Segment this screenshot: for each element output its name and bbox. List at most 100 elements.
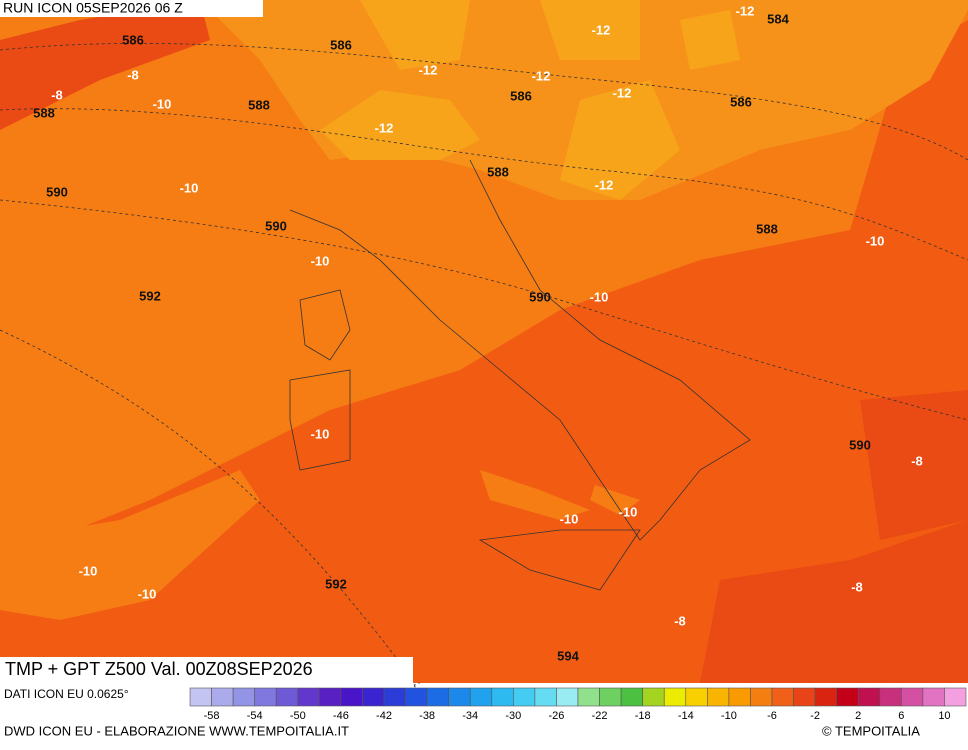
legend-tick-label: -54 — [247, 710, 263, 722]
legend-tick-label: -14 — [678, 710, 694, 722]
temperature-label: -10 — [619, 504, 638, 519]
geopotential-label: 590 — [265, 218, 287, 233]
legend-swatch — [857, 687, 881, 707]
legend-swatch — [879, 687, 902, 707]
legend-swatch — [728, 687, 751, 707]
geopotential-label: 588 — [33, 105, 55, 120]
legend-swatch — [599, 687, 622, 707]
legend-swatch — [922, 687, 945, 707]
geopotential-label: 586 — [510, 88, 532, 103]
legend-swatch — [491, 687, 514, 707]
coastline — [289, 159, 751, 541]
geopotential-label: 588 — [248, 97, 270, 112]
product-title: TMP + GPT Z500 Val. 00Z08SEP2026 — [5, 659, 313, 679]
legend-swatch — [556, 687, 579, 707]
legend-swatch — [211, 687, 234, 707]
legend-swatch — [707, 687, 730, 707]
temperature-label: -10 — [138, 586, 157, 601]
temperature-label: -10 — [311, 426, 330, 441]
temperature-label: -10 — [560, 511, 579, 526]
legend-swatch — [405, 687, 428, 707]
temperature-label: -8 — [911, 453, 923, 468]
geopotential-label: 590 — [529, 289, 551, 304]
legend-swatch — [771, 687, 794, 707]
geopotential-label: 586 — [122, 32, 144, 47]
temperature-label: -10 — [153, 96, 172, 111]
legend-swatch — [189, 687, 212, 707]
legend-swatch — [793, 687, 816, 707]
geopotential-label: 592 — [139, 288, 161, 303]
temperature-label: -12 — [736, 3, 755, 18]
geopotential-label: 588 — [756, 221, 778, 236]
temperature-label: -10 — [866, 233, 885, 248]
temperature-label: -10 — [79, 563, 98, 578]
legend-swatch — [340, 687, 363, 707]
legend-swatch — [297, 687, 320, 707]
temperature-label: -8 — [674, 613, 686, 628]
legend-swatch — [620, 687, 643, 707]
temperature-label: -10 — [590, 289, 609, 304]
source-text: DATI ICON EU 0.0625° — [4, 687, 129, 701]
geopotential-label: 590 — [46, 184, 68, 199]
legend-tick-label: -18 — [635, 710, 651, 722]
temperature-label: -12 — [419, 62, 438, 77]
legend-tick-label: -10 — [721, 710, 737, 722]
temperature-label: -8 — [127, 67, 139, 82]
legend-swatch — [448, 687, 471, 707]
credit-text: DWD ICON EU - ELABORAZIONE WWW.TEMPOITAL… — [4, 723, 349, 738]
legend-tick-label: -26 — [548, 710, 564, 722]
legend-tick-label: -6 — [767, 710, 777, 722]
legend-swatch — [901, 687, 924, 707]
temperature-area — [0, 0, 968, 683]
legend-swatch — [513, 687, 536, 707]
map-labels: 586 586 588 588 586 584 586 590 590 588 588 592 590 5… — [33, 3, 923, 663]
geopotential-label: 586 — [330, 37, 352, 52]
legend-swatch — [685, 687, 708, 707]
legend-swatch — [275, 687, 299, 707]
legend-tick-label: -34 — [462, 710, 478, 722]
legend-swatch — [362, 687, 385, 707]
geopotential-contours — [0, 43, 968, 689]
legend-swatch — [944, 687, 967, 707]
legend-swatch — [642, 687, 665, 707]
legend-swatch — [577, 687, 600, 707]
legend-tick-label: 10 — [938, 710, 950, 722]
geopotential-label: 592 — [325, 576, 347, 591]
temperature-label: -10 — [311, 253, 330, 268]
color-legend: -58 -54 -50 -46 -42 -38 -34 -30 -26 -22 -18 -14 -10-… — [189, 687, 967, 722]
legend-tick-label: -50 — [290, 710, 306, 722]
legend-swatch — [232, 687, 255, 707]
geopotential-label: 590 — [849, 437, 871, 452]
coastlines — [289, 159, 751, 591]
legend-tick-label: -30 — [505, 710, 521, 722]
temperature-label: -12 — [613, 85, 632, 100]
coastline — [289, 289, 641, 591]
run-title: RUN ICON 05SEP2026 06 Z — [3, 0, 183, 16]
geopotential-label: 588 — [487, 164, 509, 179]
legend-swatch — [254, 687, 277, 707]
legend-swatch — [426, 687, 449, 707]
legend-tick-label: 2 — [855, 710, 861, 722]
legend-swatch — [534, 687, 557, 707]
legend-swatch — [383, 687, 406, 707]
legend-tick-label: -22 — [592, 710, 608, 722]
legend-swatch — [469, 687, 493, 707]
temperature-area — [0, 470, 640, 620]
temperature-label: -12 — [532, 68, 551, 83]
temperature-label: -8 — [51, 87, 63, 102]
legend-swatch — [750, 687, 773, 707]
legend-tick-label: -42 — [376, 710, 392, 722]
temperature-label: -12 — [375, 120, 394, 135]
temperature-label: -8 — [851, 579, 863, 594]
product-box — [0, 657, 413, 683]
legend-tick-label: -2 — [810, 710, 820, 722]
legend-tick-label: -46 — [333, 710, 349, 722]
legend-tick-label: 6 — [898, 710, 904, 722]
legend-tick-label: -38 — [419, 710, 435, 722]
brand-text: © TEMPOITALIA — [822, 723, 920, 738]
temperature-label: -12 — [592, 22, 611, 37]
temperature-label: -10 — [180, 180, 199, 195]
temperature-area — [320, 0, 740, 200]
legend-swatch — [836, 687, 859, 707]
